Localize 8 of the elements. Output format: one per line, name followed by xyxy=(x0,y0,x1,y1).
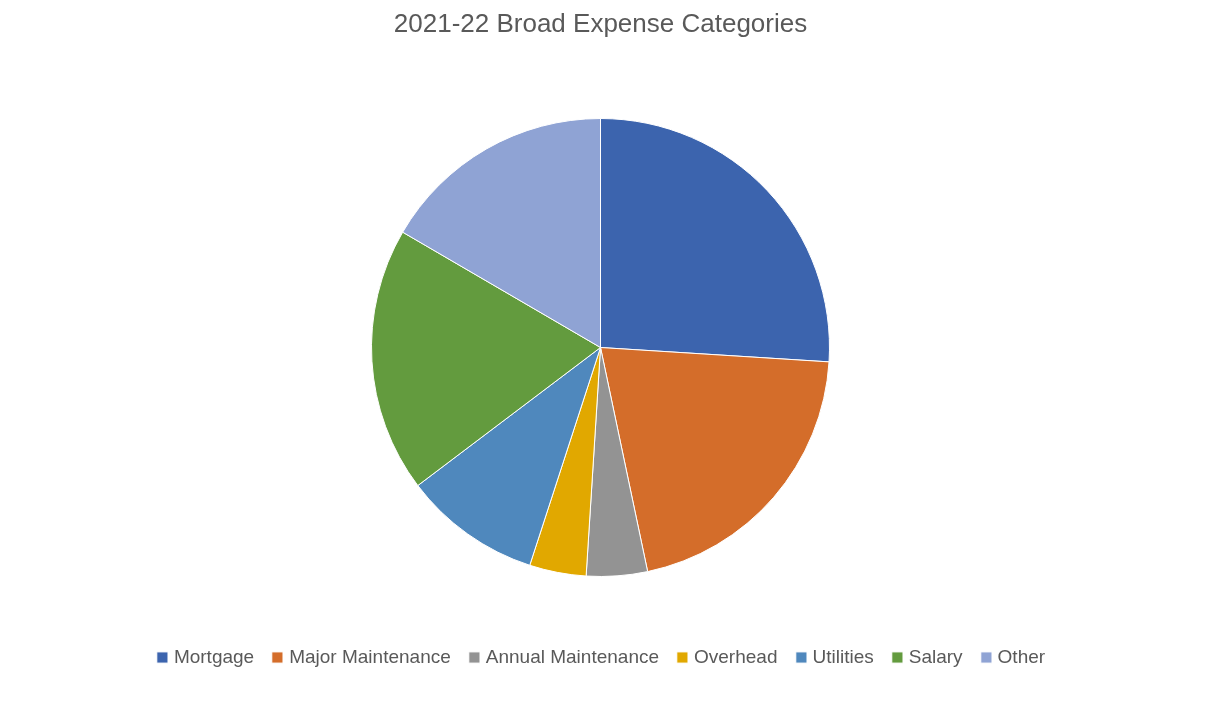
legend-label: Other xyxy=(997,646,1046,668)
legend-label: Overhead xyxy=(694,646,778,668)
legend-label: Salary xyxy=(908,646,963,668)
legend-label: Mortgage xyxy=(173,646,255,668)
legend-label: Utilities xyxy=(812,646,874,668)
legend-label: Annual Maintenance xyxy=(485,646,660,668)
legend-label: Major Maintenance xyxy=(289,646,451,668)
chart-title: 2021-22 Broad Expense Categories xyxy=(393,7,808,38)
